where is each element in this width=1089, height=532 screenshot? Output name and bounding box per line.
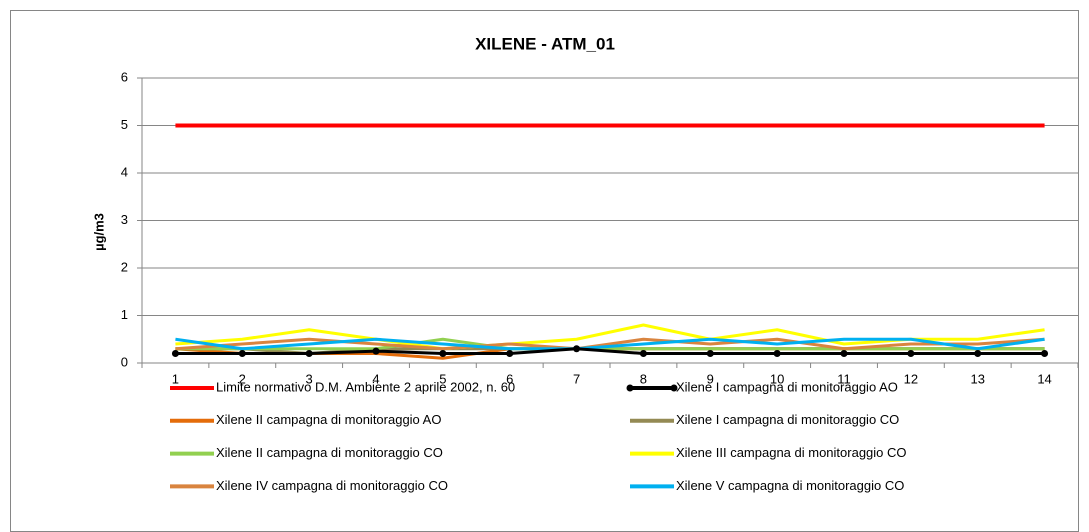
legend-marker — [670, 384, 678, 392]
x-tick-label: 3 — [306, 371, 313, 386]
series-marker — [773, 350, 781, 357]
x-tick-label: 4 — [372, 371, 379, 386]
series-marker — [706, 350, 714, 357]
series-line — [175, 337, 1045, 351]
x-tick-label: 5 — [439, 371, 446, 386]
legend-label: Limite normativo D.M. Ambiente 2 aprile … — [216, 379, 515, 394]
y-axis-label: µg/m3 — [91, 213, 106, 251]
y-tick-label: 1 — [121, 307, 128, 322]
legend-label: Xilene III campagna di monitoraggio CO — [676, 445, 907, 460]
x-tick-label: 14 — [1037, 371, 1051, 386]
y-tick-label: 5 — [121, 117, 128, 132]
x-tick-label: 9 — [707, 371, 714, 386]
series-marker — [974, 350, 982, 357]
y-tick-label: 6 — [121, 69, 128, 84]
chart-title: XILENE - ATM_01 — [475, 34, 615, 53]
legend-label: Xilene II campagna di monitoraggio AO — [216, 412, 441, 427]
series-marker — [372, 347, 380, 355]
series-marker — [506, 350, 514, 357]
legend-label: Xilene I campagna di monitoraggio CO — [676, 412, 899, 427]
series-marker — [573, 345, 581, 353]
series-marker — [238, 350, 246, 357]
legend-label: Xilene V campagna di monitoraggio CO — [676, 478, 904, 493]
series-marker — [305, 350, 313, 357]
x-tick-label: 11 — [837, 371, 851, 386]
y-tick-label: 2 — [121, 259, 128, 274]
x-tick-label: 10 — [770, 371, 784, 386]
x-tick-label: 8 — [640, 371, 647, 386]
series-marker — [639, 350, 647, 357]
chart-frame — [10, 10, 1079, 532]
x-tick-label: 12 — [904, 371, 918, 386]
legend-label: Xilene I campagna di monitoraggio AO — [676, 379, 898, 394]
series-marker — [439, 350, 447, 357]
x-tick-label: 13 — [970, 371, 984, 386]
legend-label: Xilene II campagna di monitoraggio CO — [216, 445, 443, 460]
x-tick-label: 6 — [506, 371, 513, 386]
y-tick-label: 3 — [121, 212, 128, 227]
y-tick-label: 4 — [121, 164, 128, 179]
legend-marker — [626, 384, 634, 392]
x-tick-label: 2 — [239, 371, 246, 386]
y-tick-label: 0 — [121, 354, 128, 369]
series-line — [175, 337, 1045, 351]
legend-label: Xilene IV campagna di monitoraggio CO — [216, 478, 448, 493]
series-line — [175, 347, 1045, 355]
series-line — [175, 337, 1045, 351]
series-marker — [907, 350, 915, 357]
x-tick-label: 7 — [573, 371, 580, 386]
x-tick-label: 1 — [172, 371, 179, 386]
series-marker — [1041, 350, 1049, 357]
series-marker — [171, 350, 179, 357]
series-marker — [840, 350, 848, 357]
